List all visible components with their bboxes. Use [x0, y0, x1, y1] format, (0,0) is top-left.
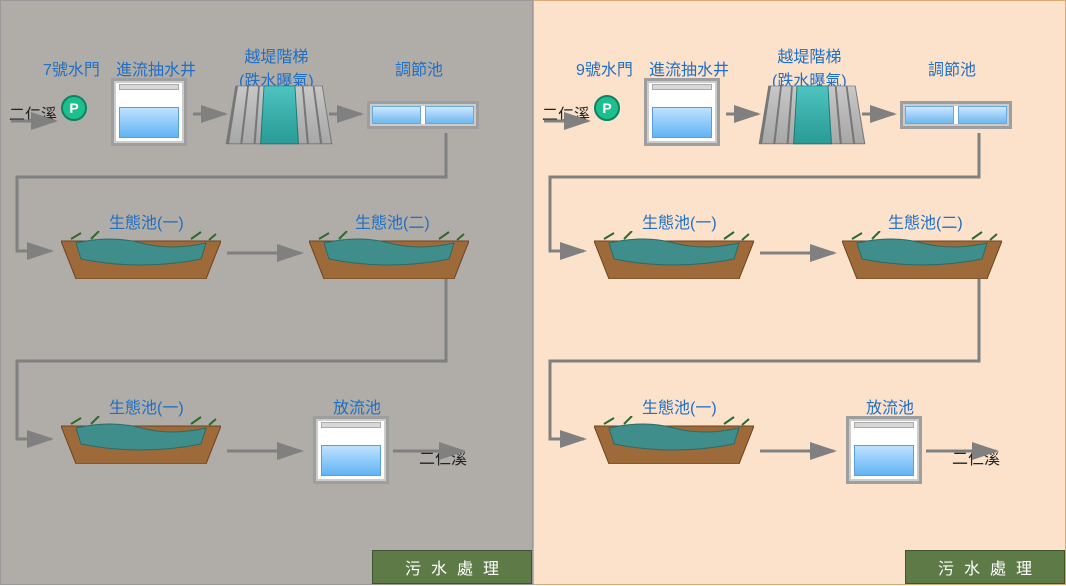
- footer-button-right[interactable]: 污水處理: [905, 550, 1065, 584]
- diagram-container: 7號水門 進流抽水井 越堤階梯 (跌水曝氣) 調節池 二仁溪 P 生態池(一) …: [0, 0, 1066, 585]
- flow-arrows-right: [534, 1, 1066, 586]
- footer-label: 污水處理: [405, 555, 509, 579]
- right-panel: 9號水門 進流抽水井 越堤階梯 (跌水曝氣) 調節池 二仁溪 P 生態池(一) …: [533, 0, 1066, 585]
- flow-arrows-left: [1, 1, 534, 586]
- left-panel: 7號水門 進流抽水井 越堤階梯 (跌水曝氣) 調節池 二仁溪 P 生態池(一) …: [0, 0, 533, 585]
- footer-button-left[interactable]: 污水處理: [372, 550, 532, 584]
- footer-label: 污水處理: [938, 555, 1042, 579]
